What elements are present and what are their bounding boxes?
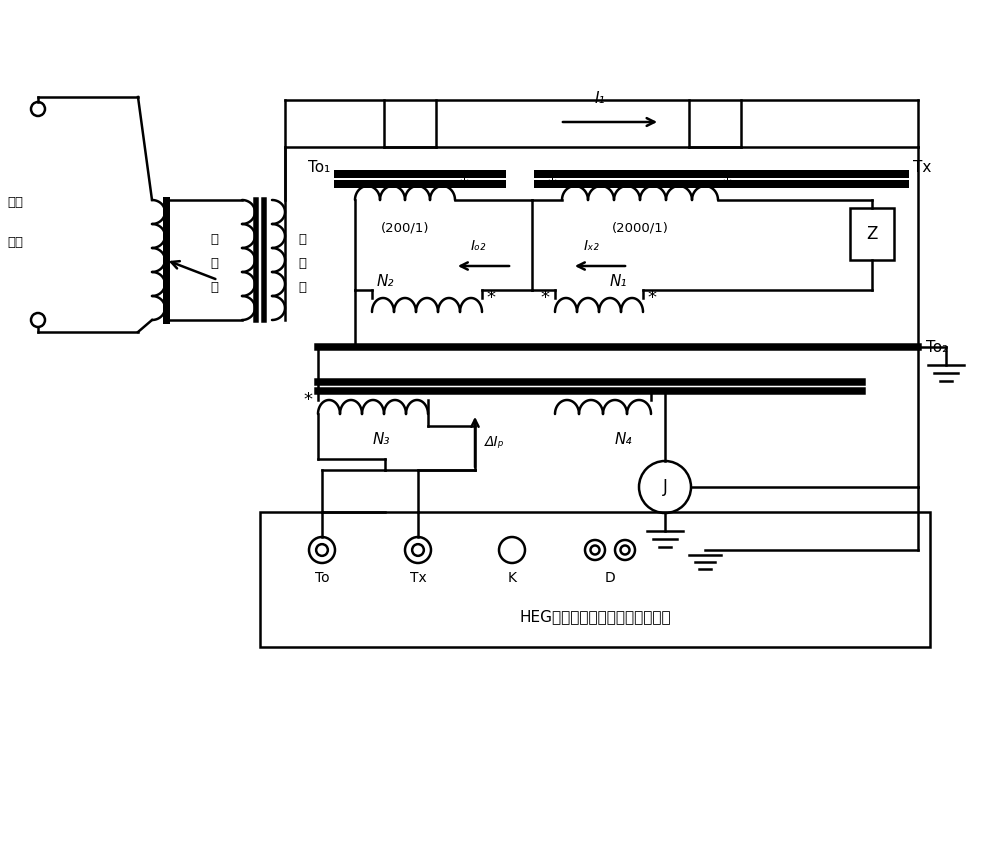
Text: 器: 器 — [298, 281, 306, 294]
Text: *: * — [540, 289, 549, 307]
Text: To₂: To₂ — [926, 339, 948, 354]
Text: Iₓ₂: Iₓ₂ — [584, 239, 600, 253]
Text: N₄: N₄ — [615, 431, 633, 446]
Text: 压: 压 — [210, 257, 218, 270]
Text: (2000/1): (2000/1) — [612, 222, 668, 234]
Text: To: To — [315, 571, 329, 585]
Text: N₃: N₃ — [373, 431, 391, 446]
Text: Iₒ₂: Iₒ₂ — [470, 239, 486, 253]
Text: ΔIₚ: ΔIₚ — [485, 435, 505, 449]
Text: (200/1): (200/1) — [381, 222, 429, 234]
Text: *: * — [459, 177, 468, 195]
Text: To₁: To₁ — [308, 160, 330, 176]
Text: Tx: Tx — [913, 160, 931, 176]
Text: 调: 调 — [210, 233, 218, 246]
Text: J: J — [663, 478, 667, 496]
Bar — [260, 512, 930, 647]
Text: N₁: N₁ — [610, 274, 628, 290]
Text: *: * — [486, 289, 495, 307]
Text: D: D — [605, 571, 615, 585]
Text: HEG型比较仪式电流互感器校验仪: HEG型比较仪式电流互感器校验仪 — [519, 609, 671, 625]
Text: 流: 流 — [298, 257, 306, 270]
Text: 电源: 电源 — [7, 236, 23, 249]
Text: *: * — [547, 177, 556, 195]
Text: Z: Z — [866, 225, 878, 243]
Bar — [850, 208, 894, 260]
Text: *: * — [647, 289, 656, 307]
Text: K: K — [508, 571, 516, 585]
Text: 器: 器 — [210, 281, 218, 294]
Text: I₁: I₁ — [595, 91, 605, 106]
Text: N₂: N₂ — [377, 274, 394, 290]
Text: 试验: 试验 — [7, 196, 23, 209]
Text: 升: 升 — [298, 233, 306, 246]
Text: Tx: Tx — [410, 571, 426, 585]
Text: *: * — [303, 391, 312, 409]
Text: *: * — [722, 177, 731, 195]
